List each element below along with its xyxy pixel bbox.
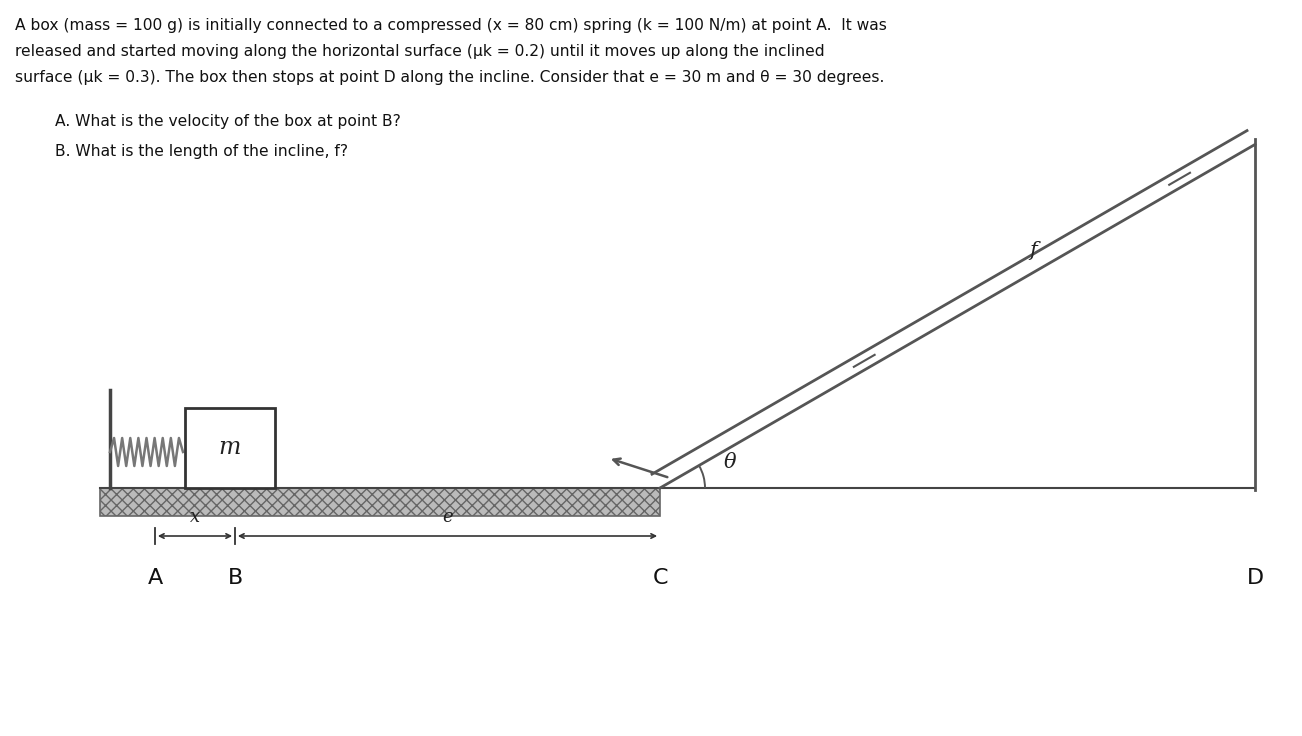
Text: released and started moving along the horizontal surface (μk = 0.2) until it mov: released and started moving along the ho… [16,44,824,59]
Text: θ: θ [724,453,737,472]
Text: e: e [443,508,453,526]
Text: C: C [652,568,668,588]
Text: A. What is the velocity of the box at point B?: A. What is the velocity of the box at po… [55,114,401,129]
Text: D: D [1246,568,1263,588]
Bar [100,488,660,516]
Text: A box (mass = 100 g) is initially connected to a compressed (x = 80 cm) spring (: A box (mass = 100 g) is initially connec… [16,18,887,33]
Text: f: f [1029,241,1036,260]
Text: B. What is the length of the incline, f?: B. What is the length of the incline, f? [55,144,348,159]
Bar [185,408,275,488]
Text: x: x [190,508,201,526]
Text: m: m [219,436,241,459]
Text: A: A [147,568,163,588]
Text: surface (μk = 0.3). The box then stops at point D along the incline. Consider th: surface (μk = 0.3). The box then stops a… [16,70,884,85]
Text: B: B [228,568,242,588]
